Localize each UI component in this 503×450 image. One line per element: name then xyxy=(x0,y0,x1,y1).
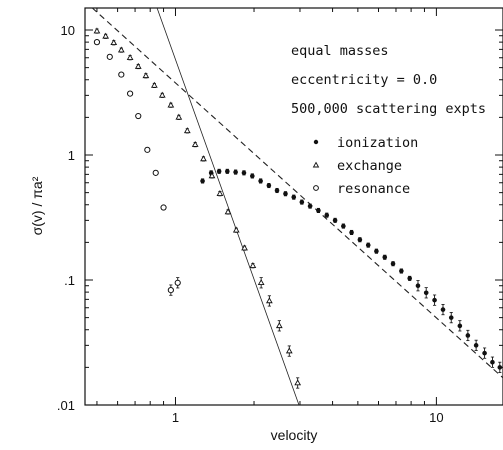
ionization-point xyxy=(490,359,495,365)
exchange-point xyxy=(102,32,110,39)
ionization-point xyxy=(407,276,412,281)
ionization-point xyxy=(448,315,454,320)
exchange-point xyxy=(216,190,224,196)
exchange-point xyxy=(142,72,150,79)
annotation-scattering-expts: 500,000 scattering expts xyxy=(291,101,486,117)
y-tick-label: .1 xyxy=(64,273,75,288)
ionization-point xyxy=(332,218,338,223)
exchange-point xyxy=(110,39,118,46)
x-tick-label: 10 xyxy=(429,410,443,425)
ionization-point xyxy=(216,169,222,174)
ionization-point xyxy=(299,199,305,205)
ionization-point xyxy=(423,290,429,296)
exchange-point xyxy=(126,54,134,60)
ionization-point xyxy=(266,183,272,188)
ionization-point xyxy=(233,169,238,175)
exchange-point xyxy=(265,297,273,304)
legend-ionization-marker xyxy=(313,139,319,145)
ionization-point xyxy=(432,297,437,303)
exchange-point xyxy=(232,226,240,233)
legend: ionization exchange resonance xyxy=(312,135,418,197)
resonance-point xyxy=(135,112,142,120)
ionization-point xyxy=(225,169,230,174)
plot-frame xyxy=(84,7,503,406)
ionization-point xyxy=(283,191,288,197)
ionization-point xyxy=(250,173,255,179)
annotation-eccentricity: eccentricity = 0.0 xyxy=(291,72,437,88)
exchange-point xyxy=(285,347,293,354)
legend-resonance-marker xyxy=(313,185,319,191)
ionization-point xyxy=(374,248,379,254)
exchange-point xyxy=(158,91,166,98)
exchange-point xyxy=(275,322,283,329)
exchange-point xyxy=(200,155,207,162)
exchange-point xyxy=(134,62,142,69)
x-axis-label: velocity xyxy=(271,427,318,443)
resonance-point xyxy=(152,169,159,176)
solid-reference-line xyxy=(156,8,300,405)
resonance-point xyxy=(160,204,167,211)
ionization-point xyxy=(349,230,354,235)
resonance-point xyxy=(118,71,125,78)
resonance-point xyxy=(167,287,174,294)
legend-resonance-label: resonance xyxy=(337,181,410,197)
ionization-point xyxy=(440,307,446,312)
exchange-point xyxy=(167,101,175,108)
exchange-point xyxy=(208,172,216,179)
ionization-point xyxy=(307,203,313,209)
ionization-point xyxy=(473,343,479,348)
y-tick-label: 1 xyxy=(68,148,75,163)
exchange-point xyxy=(175,113,183,120)
ionization-point xyxy=(457,323,463,329)
ionization-point xyxy=(482,350,487,356)
ionization-point xyxy=(316,208,321,213)
resonance-point xyxy=(93,39,101,46)
ionization-point xyxy=(341,223,346,229)
exchange-point xyxy=(191,140,199,147)
exchange-point xyxy=(93,27,101,34)
ionization-point xyxy=(241,170,247,176)
legend-ionization-label: ionization xyxy=(337,135,418,151)
exchange-point xyxy=(224,208,232,215)
ionization-point xyxy=(399,268,404,274)
ionization-point xyxy=(365,242,371,248)
ionization-point xyxy=(465,333,471,338)
ionization-point xyxy=(497,365,503,370)
exchange-point xyxy=(183,127,191,134)
ionization-point xyxy=(291,194,297,200)
exchange-point xyxy=(117,46,125,53)
ionization-point xyxy=(324,212,330,218)
exchange-point xyxy=(294,379,302,386)
ionization-point xyxy=(357,237,363,243)
resonance-point xyxy=(127,90,134,97)
ionization-point xyxy=(415,283,421,289)
legend-exchange-label: exchange xyxy=(337,158,402,174)
legend-exchange-marker xyxy=(312,161,320,168)
ionization-point xyxy=(390,261,396,267)
exchange-point xyxy=(150,81,158,88)
ionization-point xyxy=(258,178,263,184)
reference-lines xyxy=(91,8,503,405)
ionization-point xyxy=(274,188,280,193)
dashed-reference-line xyxy=(91,8,503,379)
exchange-point xyxy=(249,262,257,269)
resonance-point xyxy=(106,53,113,60)
exchange-point xyxy=(241,244,248,251)
y-axis-label: σ(v) / πa² xyxy=(29,176,45,235)
resonance-point xyxy=(144,146,151,153)
data-points xyxy=(93,27,503,389)
annotation-equal-masses: equal masses xyxy=(291,43,389,59)
ionization-point xyxy=(382,254,388,260)
x-tick-label: 1 xyxy=(172,410,179,425)
tick-group: 1 10 .01 .1 1 10 xyxy=(57,8,503,425)
y-tick-label: 10 xyxy=(61,23,75,38)
exchange-point xyxy=(257,279,265,286)
y-tick-label: .01 xyxy=(57,398,75,413)
ionization-point xyxy=(200,178,205,184)
resonance-point xyxy=(174,279,181,286)
